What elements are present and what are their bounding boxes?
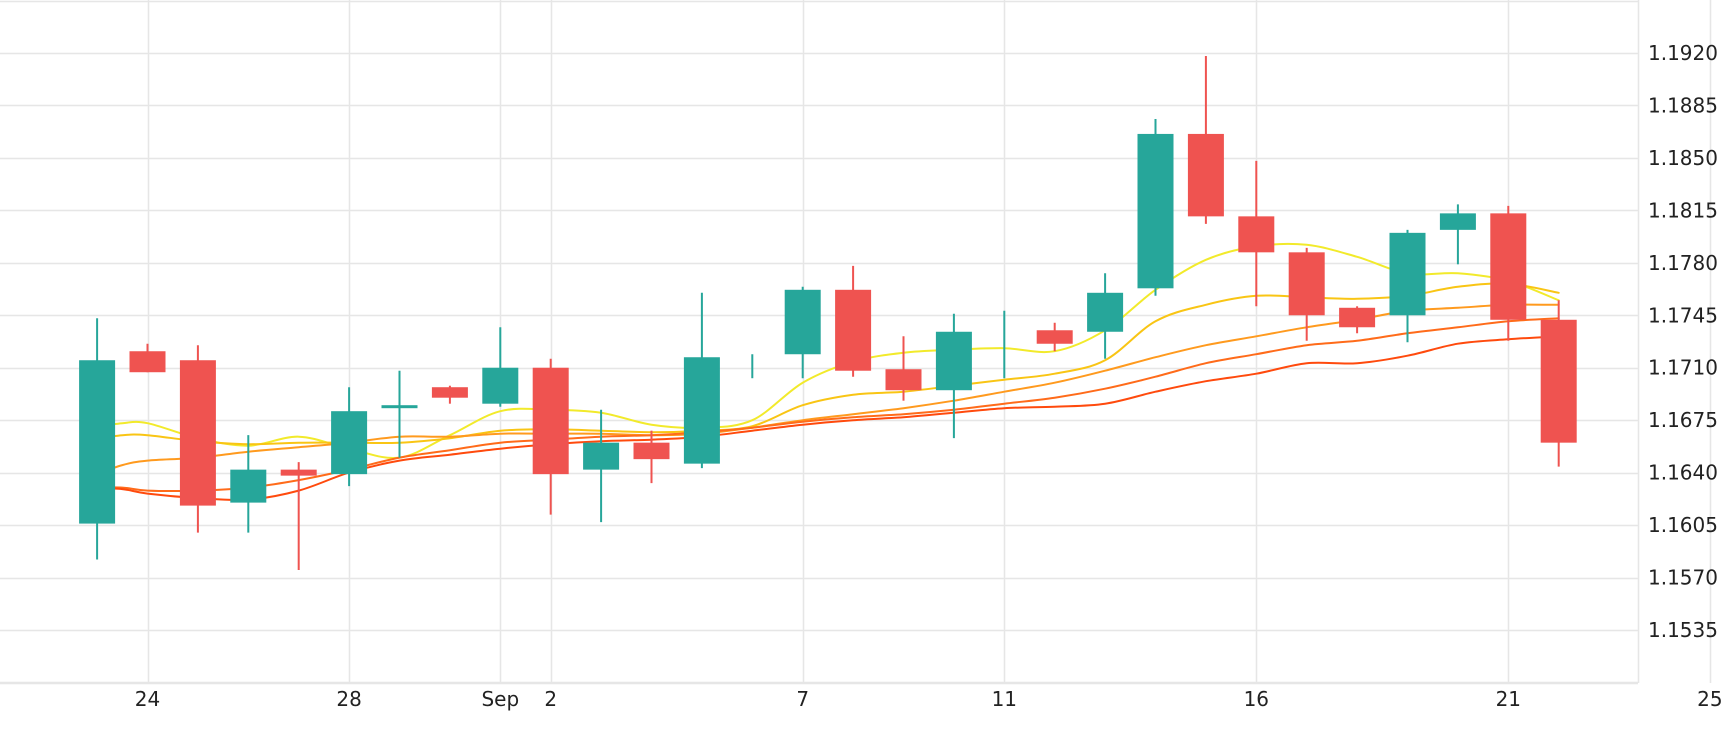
candle xyxy=(835,265,872,377)
candle xyxy=(1187,55,1224,224)
candle-body xyxy=(230,469,267,503)
candle-body xyxy=(79,360,116,524)
candle xyxy=(1288,247,1325,341)
moving-average-line xyxy=(91,317,1560,492)
candle-body xyxy=(1036,330,1073,344)
candle-body xyxy=(583,442,620,470)
candle xyxy=(179,345,216,533)
candle xyxy=(1036,322,1073,352)
y-tick-label: 1.1675 xyxy=(1648,408,1718,432)
candle xyxy=(79,318,116,560)
candle-body xyxy=(431,387,468,398)
x-tick-label: 25 xyxy=(1697,687,1722,711)
candle-body xyxy=(1238,216,1275,253)
moving-average-line xyxy=(91,242,1560,460)
y-tick-label: 1.1570 xyxy=(1648,566,1718,590)
x-tick-label: 28 xyxy=(336,687,361,711)
y-tick-label: 1.1745 xyxy=(1648,303,1718,327)
grid xyxy=(0,0,1712,685)
x-tick-label: 2 xyxy=(544,687,557,711)
candle-body xyxy=(683,357,720,464)
candle xyxy=(1490,205,1527,341)
candle-body xyxy=(1087,292,1124,332)
y-tick-label: 1.1885 xyxy=(1648,93,1718,117)
candle xyxy=(633,430,670,484)
candle-body xyxy=(1490,213,1527,320)
y-tick-label: 1.1605 xyxy=(1648,513,1718,537)
candle-body xyxy=(1389,232,1426,316)
x-tick-label: 11 xyxy=(992,687,1017,711)
candle-body xyxy=(1339,307,1376,328)
candle-body xyxy=(835,289,872,371)
candle-body xyxy=(1540,319,1577,443)
candle-body xyxy=(532,367,569,475)
y-tick-label: 1.1535 xyxy=(1648,618,1718,642)
candle xyxy=(583,409,620,523)
candle-body xyxy=(633,442,670,460)
candle xyxy=(1087,273,1124,359)
candle-body xyxy=(482,367,519,404)
candle xyxy=(280,462,317,571)
candle xyxy=(129,343,166,373)
moving-average-line xyxy=(91,303,1560,477)
x-tick-label: 16 xyxy=(1244,687,1269,711)
candle-body xyxy=(1439,213,1476,230)
candles xyxy=(79,55,1577,571)
moving-average-lines xyxy=(91,242,1560,502)
candle xyxy=(683,292,720,469)
candle xyxy=(482,327,519,407)
candle xyxy=(1339,306,1376,334)
candle-body xyxy=(129,351,166,373)
candle xyxy=(1238,160,1275,307)
candle-body xyxy=(1137,133,1174,289)
y-tick-label: 1.1815 xyxy=(1648,198,1718,222)
y-tick-label: 1.1920 xyxy=(1648,41,1718,65)
candle xyxy=(1540,300,1577,467)
candle-body xyxy=(381,405,418,409)
x-tick-label: 24 xyxy=(135,687,160,711)
candle-body xyxy=(935,331,972,391)
candle xyxy=(331,387,368,487)
x-tick-label: 21 xyxy=(1496,687,1521,711)
y-tick-label: 1.1850 xyxy=(1648,146,1718,170)
candle xyxy=(784,286,821,379)
candle xyxy=(532,358,569,515)
candle xyxy=(1439,204,1476,265)
candle xyxy=(1137,118,1174,296)
x-tick-label: Sep xyxy=(481,687,519,711)
y-tick-label: 1.1640 xyxy=(1648,461,1718,485)
candle xyxy=(885,336,922,401)
candle xyxy=(1389,229,1426,343)
candle xyxy=(935,313,972,439)
candle xyxy=(381,370,418,458)
y-tick-label: 1.1710 xyxy=(1648,356,1718,380)
candle-body xyxy=(784,289,821,355)
candle-body xyxy=(331,411,368,475)
candle-body xyxy=(179,360,216,506)
axes: 1.1920 1.1885 1.1850 1.1815 1.1780 1.1745 1.17… xyxy=(135,41,1723,711)
candle xyxy=(230,435,267,533)
candle xyxy=(431,385,468,404)
y-tick-label: 1.1780 xyxy=(1648,251,1718,275)
candle-body xyxy=(280,469,317,476)
candle-body xyxy=(885,369,922,391)
x-tick-label: 7 xyxy=(796,687,809,711)
candle-body xyxy=(1288,252,1325,316)
candle-body xyxy=(1187,133,1224,217)
